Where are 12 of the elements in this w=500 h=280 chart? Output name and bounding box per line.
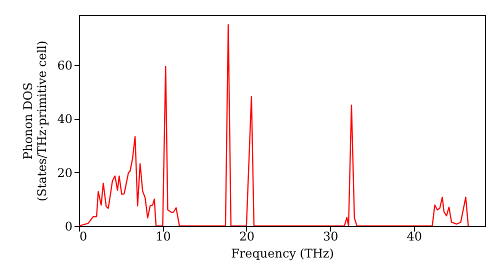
x-axis-title: Frequency (THz) xyxy=(231,246,334,260)
y-tick-label: 40 xyxy=(57,112,72,126)
x-tick-label: 40 xyxy=(406,230,422,244)
line-series xyxy=(79,24,470,226)
x-tick-label: 20 xyxy=(239,230,255,244)
y-tick-label: 60 xyxy=(57,58,72,72)
y-tick-label: 0 xyxy=(64,220,72,234)
y-axis-title: Phonon DOS (States/THz·primitive cell) xyxy=(21,40,50,202)
x-tick-label: 0 xyxy=(80,230,88,244)
x-tick-label: 10 xyxy=(156,230,171,244)
x-tick-label: 30 xyxy=(322,230,338,244)
y-tick-label: 20 xyxy=(57,166,72,180)
